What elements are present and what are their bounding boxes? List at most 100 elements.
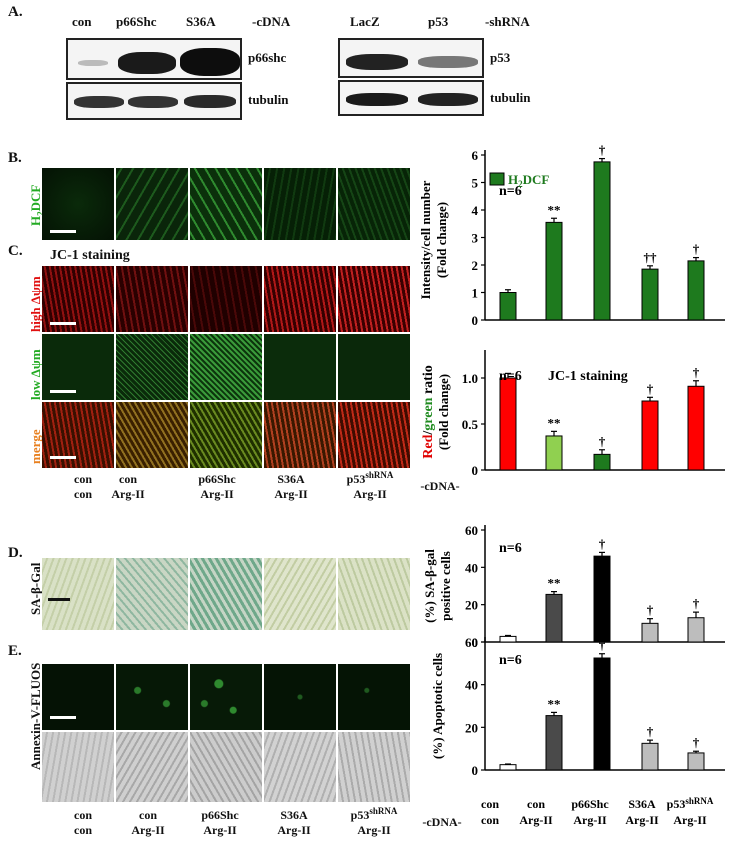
x-category-label: S36A [628,797,656,811]
bar [499,292,517,321]
x-category-label: Arg-II [673,813,707,827]
significance-mark: † [599,143,606,158]
y-tick-label: 6 [472,148,479,163]
micrograph [264,664,336,730]
micrograph [116,732,188,802]
micrograph [338,266,410,332]
y-axis-label: (%) SA-β-gal [422,549,437,623]
micrograph [42,266,114,332]
micrograph [338,664,410,730]
band [346,54,408,70]
scale-bar [48,598,70,601]
micrograph [338,402,410,468]
micrograph [190,664,262,730]
n-label: n=6 [499,369,522,384]
cdna-suffix: -cDNA- [420,479,460,493]
panel-label-d: D. [8,545,23,561]
group-label-row2-0: con [74,487,92,501]
micrograph [190,266,262,332]
micrograph [190,334,262,400]
y-tick-label: 1 [472,286,479,301]
y-axis-label: (Fold change) [436,374,451,450]
blot-label-p66shc: p66shc [248,50,287,65]
bar [641,742,659,771]
band [118,52,176,74]
significance-mark: † [693,735,700,750]
bar [641,400,659,471]
y-tick-label: 5 [472,176,479,191]
y-tick-label: 40 [465,560,478,575]
y-tick-label: 0 [472,313,479,328]
band [418,93,478,106]
group-label: con Arg-II [111,472,145,501]
significance-mark: † [599,638,606,653]
blot-label-tubulin-left: tubulin [248,92,289,107]
jc1-image-grid [42,266,412,470]
micrograph [190,168,262,240]
n-label: n=6 [499,541,522,556]
x-category-label: p66Shc [571,797,609,811]
significance-mark: ** [548,696,561,711]
significance-mark: † [647,603,654,618]
micrograph [116,266,188,332]
significance-mark: †† [644,250,658,265]
micrograph [116,168,188,240]
bar [687,385,705,471]
y-tick-label: 4 [472,203,479,218]
bar [499,377,517,471]
group-label: con con [74,472,92,501]
jc1-title: JC-1 staining [50,248,130,263]
scale-bar [50,390,76,393]
lane-label-lacz: LacZ [350,14,380,29]
panel-label-b: B. [8,150,22,166]
y-tick-label: 60 [465,523,478,538]
sagal-image-row [42,558,412,630]
group-label: con con [74,808,92,837]
band [184,95,236,108]
y-tick-label: 2 [472,258,479,273]
lane-label-p66shc: p66Shc [116,14,157,29]
group-label: con Arg-II [131,808,165,837]
bar [593,555,611,643]
jc1-ratio-chart: 0 0.5 1.0 ** † † † n=6 Red/green ratio (Fold chan… [421,350,725,478]
band [346,93,408,106]
h2dcf-image-row [42,168,412,240]
micrograph [190,558,262,630]
x-category-label: con [527,797,545,811]
n-label: n=6 [499,184,522,199]
micrograph [116,334,188,400]
micrograph [264,266,336,332]
micrograph [264,168,336,240]
legend-swatch [489,172,505,186]
p53-blot [338,38,484,78]
x-category-label: Arg-II [625,813,659,827]
blot-label-p53: p53 [490,50,511,65]
y-tick-label: 40 [465,678,478,693]
significance-mark: † [599,434,606,449]
micrograph [190,732,262,802]
bar [499,764,517,771]
y-tick-label: 0 [472,635,479,650]
band [74,96,124,108]
n-label: n=6 [499,653,522,668]
micrograph [264,558,336,630]
bar [545,221,563,321]
micrograph [190,402,262,468]
band [78,60,108,66]
band [128,96,178,108]
micrograph [264,732,336,802]
band [180,48,240,76]
tubulin-blot-left [66,82,242,120]
y-tick-label: 0 [472,463,479,478]
micrograph [42,732,114,802]
legend-label: H2DCF [508,172,549,189]
bar [593,453,611,471]
lane-label-con: con [72,14,92,29]
micrograph [116,664,188,730]
bar [545,435,563,471]
x-category-label: con [481,813,499,827]
group-label: p53shRNA Arg-II [350,806,398,837]
scale-bar [50,716,76,719]
micrograph [338,168,410,240]
bar [593,161,611,321]
